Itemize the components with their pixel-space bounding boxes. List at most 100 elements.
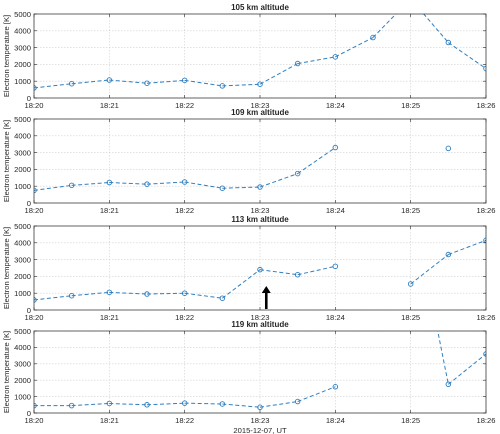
series-segment (448, 353, 486, 385)
data-point (332, 263, 339, 270)
y-tick-label: 1000 (14, 289, 31, 298)
data-point (219, 295, 226, 301)
x-tick-label: 18:25 (401, 206, 420, 215)
series-segment (297, 386, 336, 402)
series-segment (297, 147, 336, 175)
series-segment (335, 37, 374, 58)
data-point (144, 181, 150, 187)
data-point (370, 34, 376, 41)
series-temperature (34, 331, 486, 411)
y-tick-label: 1000 (14, 182, 31, 191)
y-tick-label: 2000 (14, 272, 31, 281)
data-point (181, 290, 188, 296)
data-point (257, 404, 263, 411)
panel-title: 113 km altitude (231, 215, 289, 224)
series-segment (448, 42, 486, 70)
x-tick-label: 18:20 (24, 416, 43, 425)
x-tick-label: 18:24 (326, 313, 345, 322)
data-point (106, 289, 113, 296)
data-point (144, 402, 150, 408)
y-axis-label: Electron temperature [K] (2, 120, 11, 202)
y-axis-label: Electron temperature [K] (2, 227, 11, 309)
series-segment (259, 173, 298, 188)
x-tick-label: 18:23 (250, 313, 269, 322)
x-tick-label: 18:22 (175, 416, 194, 425)
data-point (68, 182, 75, 189)
series-segment (448, 239, 486, 256)
data-point (106, 400, 113, 407)
data-point (181, 179, 188, 185)
data-point (483, 237, 486, 244)
data-point (219, 401, 226, 407)
data-point (68, 292, 75, 299)
series-segment (222, 269, 261, 299)
y-tick-label: 5000 (14, 327, 31, 336)
data-point (68, 402, 75, 409)
panel-title: 119 km altitude (231, 320, 289, 329)
x-tick-label: 18:21 (100, 416, 119, 425)
y-tick-label: 5000 (14, 222, 31, 231)
x-tick-label: 18:20 (24, 101, 43, 110)
y-tick-label: 1000 (14, 77, 31, 86)
data-point (294, 170, 301, 177)
data-point (144, 80, 150, 86)
data-point (257, 184, 263, 190)
x-tick-label: 18:26 (476, 206, 495, 215)
y-tick-label: 4000 (14, 132, 31, 141)
series-temperature (34, 14, 486, 91)
data-point (294, 271, 301, 278)
y-tick-label: 3000 (14, 255, 31, 264)
series-segment (259, 63, 298, 85)
y-tick-label: 3000 (14, 360, 31, 369)
x-tick-label: 18:25 (401, 313, 420, 322)
x-tick-label: 18:22 (175, 313, 194, 322)
data-point (445, 251, 452, 258)
x-tick-label: 18:26 (476, 416, 495, 425)
data-point (181, 400, 188, 406)
y-tick-label: 3000 (14, 148, 31, 157)
data-point (332, 54, 339, 60)
panel-2: 0 1000 2000 3000 4000 5000 18:20 18:21 18:22 18:2… (2, 108, 496, 215)
x-tick-label: 18:24 (326, 416, 345, 425)
data-point (407, 281, 414, 287)
x-tick-label: 18:20 (24, 206, 43, 215)
x-tick-label: 18:21 (100, 313, 119, 322)
y-tick-label: 0 (27, 199, 31, 208)
data-point (144, 291, 150, 297)
x-tick-label: 18:25 (401, 416, 420, 425)
y-tick-label: 1000 (14, 392, 31, 401)
x-tick-label: 18:26 (476, 313, 495, 322)
y-axis-label: Electron temperature [K] (2, 15, 11, 97)
series-segment (437, 331, 449, 385)
data-point (445, 145, 452, 152)
x-tick-label: 18:23 (250, 206, 269, 215)
arrow-annotation (261, 286, 271, 309)
panel-title: 105 km altitude (231, 3, 289, 12)
x-tick-label: 18:24 (326, 101, 345, 110)
y-tick-label: 2000 (14, 165, 31, 174)
y-tick-label: 4000 (14, 27, 31, 36)
data-point (181, 77, 188, 84)
data-point (219, 185, 226, 191)
y-tick-label: 4000 (14, 343, 31, 352)
x-tick-label: 18:20 (24, 313, 43, 322)
x-tick-label: 18:24 (326, 206, 345, 215)
x-tick-label: 18:25 (401, 101, 420, 110)
y-tick-label: 2000 (14, 376, 31, 385)
y-tick-label: 5000 (14, 115, 31, 124)
data-point (483, 65, 486, 72)
series-segment (423, 14, 449, 43)
data-point (294, 398, 301, 405)
data-point (483, 351, 486, 357)
x-tick-label: 18:21 (100, 206, 119, 215)
panel-1: 0 1000 2000 3000 4000 5000 18:20 18:21 18:22 18:2… (2, 3, 496, 110)
y-tick-label: 2000 (14, 60, 31, 69)
x-tick-label: 18:23 (250, 416, 269, 425)
x-axis-label: 2015-12-07, UT (233, 426, 287, 434)
y-tick-label: 0 (27, 409, 31, 418)
x-tick-label: 18:26 (476, 101, 495, 110)
y-axis-label: Electron temperature [K] (2, 331, 11, 413)
y-tick-label: 3000 (14, 43, 31, 52)
x-tick-label: 18:22 (175, 101, 194, 110)
